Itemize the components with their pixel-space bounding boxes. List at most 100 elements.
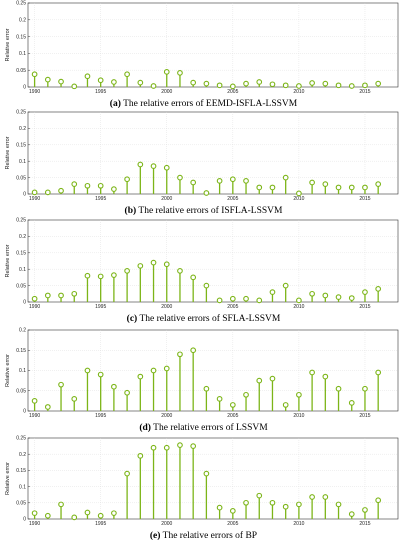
stem-marker [362,289,368,296]
stem-marker [44,512,51,519]
caption-label: (e) [150,530,161,541]
stem-marker [322,494,329,500]
y-tick-label: 0.1 [19,484,26,490]
stem-marker [362,385,368,392]
stem-marker [71,181,78,188]
stem-marker [335,385,342,392]
stem-marker [190,347,197,354]
stem-marker [229,176,236,183]
stem-marker [84,272,91,279]
y-axis-label: Relative error [5,244,11,277]
x-tick-label: 1995 [95,89,106,95]
x-tick-label: 1995 [95,196,106,202]
y-tick-label: 0 [23,85,26,91]
y-tick-label: 0.25 [16,436,26,442]
chart-caption: (e) The relative errors of BP [150,530,257,541]
stem-marker [229,508,236,514]
stem-marker [243,499,249,506]
stem-marker [58,78,64,85]
stem-marker [309,179,315,186]
stem-marker [177,70,183,76]
y-axis-label: Relative error [5,462,11,495]
stem-marker [111,79,117,85]
plot-frame [27,2,399,88]
stem-marker [243,391,249,398]
y-tick-label: 0.1 [19,368,26,374]
stem-marker [216,396,223,402]
stem-marker [84,182,91,189]
x-tick-label: 2015 [359,196,370,202]
x-tick-label: 1990 [29,196,40,202]
stem-marker [44,292,51,299]
stem-marker [335,501,342,508]
stem-marker [124,470,130,477]
x-tick-label: 1990 [29,413,40,419]
stem-marker [256,79,263,85]
y-tick-label: 0.25 [16,110,26,116]
stem-marker [137,263,144,269]
stem-marker [296,501,302,508]
stem-marker [362,82,368,89]
stem-marker [362,507,368,513]
y-tick-label: 0.2 [19,328,26,334]
chart-panel-4: 0 0.05 0.1 0.15 0.2 0.25 1990 1995 2000 2005 2010 2… [5,436,399,541]
x-tick-label: 1990 [29,89,40,95]
stem-marker [375,286,382,292]
stem-marker [71,290,78,297]
stem-marker [362,184,368,191]
caption-text: The relative errors of LSSVM [153,422,268,433]
y-tick-label: 0.2 [19,126,26,132]
stem-marker [216,178,223,184]
y-axis-label: Relative error [5,136,11,169]
x-tick-label: 1995 [95,521,106,527]
stem-marker [348,400,355,406]
caption-text: The relative errors of EEMD-ISFLA-LSSVM [123,98,298,109]
y-tick-label: 0.05 [16,175,26,181]
x-tick-label: 2000 [161,304,172,310]
plot-frame [27,219,399,303]
stem-marker [150,444,157,451]
stem-marker [243,295,249,302]
stem-marker [190,274,197,281]
stem-marker [269,499,276,506]
stem-marker [203,470,210,477]
x-tick-label: 1995 [95,413,106,419]
x-tick-label: 2005 [227,413,238,419]
stem-marker [150,83,157,89]
caption-label: (a) [110,98,121,109]
chart-caption: (b) The relative errors of ISFLA-LSSVM [125,205,283,216]
stem-marker [97,182,104,189]
stem-marker [111,510,117,517]
x-tick-label: 1990 [29,521,40,527]
stem-marker [216,82,223,89]
stem-marker [282,402,289,408]
stem-marker [256,377,263,384]
stem-marker [137,161,144,168]
y-tick-label: 0 [23,300,26,306]
x-tick-label: 1995 [95,304,106,310]
x-tick-label: 2000 [161,521,172,527]
y-tick-label: 0.15 [16,468,26,474]
stem-marker [111,383,117,390]
y-tick-label: 0 [23,409,26,415]
stem-marker [58,292,64,299]
stem-marker [256,297,263,304]
plot-frame [27,111,399,195]
stem-marker [229,295,236,302]
stem-marker [97,371,104,378]
stem-marker [58,187,64,194]
stem-marker [243,80,249,87]
stem-marker [163,365,170,372]
stem-marker [309,369,315,376]
stem-marker [150,259,157,266]
stem-marker [296,391,302,398]
x-tick-label: 2010 [293,196,304,202]
y-tick-label: 0.15 [16,34,26,40]
stem-marker [256,492,263,499]
x-tick-label: 2015 [359,304,370,310]
chart-panel-1: 0 0.05 0.1 0.15 0.2 0.25 1990 1995 2000 2005 2010 2… [5,110,399,216]
chart-panel-0: 0 0.05 0.1 0.15 0.2 0.25 1990 1995 2000 2005 2010 2… [5,1,399,109]
stem-marker [229,402,236,408]
stem-marker [282,503,289,510]
